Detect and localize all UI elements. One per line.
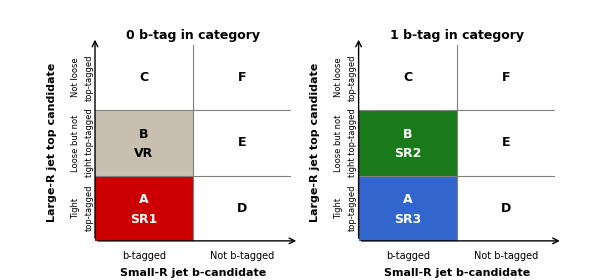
Text: Not loose: Not loose <box>335 58 343 97</box>
Text: Tight: Tight <box>71 198 80 219</box>
Text: tight top-tagged: tight top-tagged <box>85 109 94 177</box>
Text: top-tagged: top-tagged <box>85 185 94 232</box>
Text: Large-R jet top candidate: Large-R jet top candidate <box>47 63 57 222</box>
Bar <box>457 45 555 110</box>
Text: VR: VR <box>134 147 154 160</box>
Text: F: F <box>501 71 510 84</box>
Text: B: B <box>403 128 413 141</box>
Text: Loose but not: Loose but not <box>335 114 343 172</box>
Text: SR2: SR2 <box>394 147 421 160</box>
Text: b-tagged: b-tagged <box>386 251 430 261</box>
Title: 1 b-tag in category: 1 b-tag in category <box>390 29 524 42</box>
Text: A: A <box>139 193 149 206</box>
Text: Small-R jet b-candidate: Small-R jet b-candidate <box>384 268 530 278</box>
Text: A: A <box>403 193 413 206</box>
Bar <box>359 110 457 176</box>
Text: SR3: SR3 <box>394 213 421 225</box>
Bar <box>457 176 555 241</box>
Text: top-tagged: top-tagged <box>85 54 94 101</box>
Text: Large-R jet top candidate: Large-R jet top candidate <box>310 63 321 222</box>
Text: Tight: Tight <box>335 198 343 219</box>
Title: 0 b-tag in category: 0 b-tag in category <box>126 29 260 42</box>
Bar <box>193 45 291 110</box>
Text: E: E <box>238 136 246 150</box>
Bar <box>359 176 457 241</box>
Bar <box>95 45 193 110</box>
Text: D: D <box>237 202 247 215</box>
Text: Not loose: Not loose <box>71 58 80 97</box>
Text: Not b-tagged: Not b-tagged <box>210 251 274 261</box>
Bar <box>457 110 555 176</box>
Text: Not b-tagged: Not b-tagged <box>474 251 538 261</box>
Bar <box>95 110 193 176</box>
Text: SR1: SR1 <box>131 213 158 225</box>
Text: b-tagged: b-tagged <box>122 251 166 261</box>
Text: tight top-tagged: tight top-tagged <box>348 109 357 177</box>
Text: F: F <box>238 71 246 84</box>
Text: C: C <box>140 71 148 84</box>
Text: top-tagged: top-tagged <box>348 185 357 232</box>
Bar <box>193 110 291 176</box>
Text: D: D <box>501 202 511 215</box>
Bar <box>359 45 457 110</box>
Text: C: C <box>403 71 412 84</box>
Text: B: B <box>139 128 149 141</box>
Text: E: E <box>501 136 510 150</box>
Bar <box>95 176 193 241</box>
Bar <box>193 176 291 241</box>
Text: Loose but not: Loose but not <box>71 114 80 172</box>
Text: top-tagged: top-tagged <box>348 54 357 101</box>
Text: Small-R jet b-candidate: Small-R jet b-candidate <box>120 268 266 278</box>
